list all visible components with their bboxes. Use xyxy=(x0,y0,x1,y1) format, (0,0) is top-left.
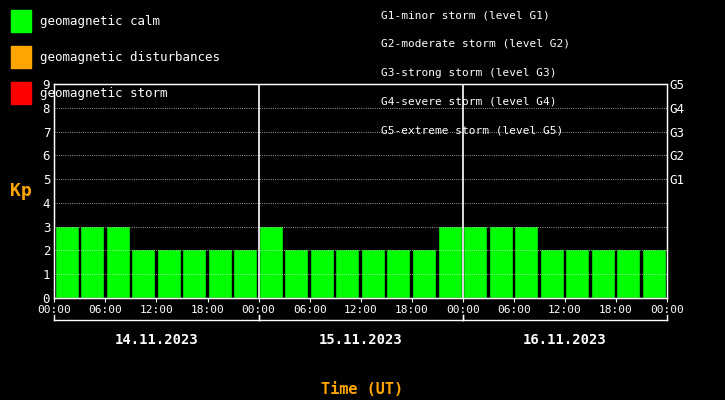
Bar xyxy=(439,227,462,298)
Text: G3-strong storm (level G3): G3-strong storm (level G3) xyxy=(381,68,556,78)
Bar xyxy=(260,227,283,298)
Bar xyxy=(464,227,487,298)
Text: Time (UT): Time (UT) xyxy=(321,382,404,398)
Text: geomagnetic storm: geomagnetic storm xyxy=(40,86,167,100)
Text: geomagnetic calm: geomagnetic calm xyxy=(40,14,160,28)
Text: 15.11.2023: 15.11.2023 xyxy=(319,333,402,347)
Text: geomagnetic disturbances: geomagnetic disturbances xyxy=(40,50,220,64)
Text: G2-moderate storm (level G2): G2-moderate storm (level G2) xyxy=(381,39,570,49)
Bar xyxy=(489,227,513,298)
Bar xyxy=(56,227,78,298)
Text: G4-severe storm (level G4): G4-severe storm (level G4) xyxy=(381,96,556,106)
Bar xyxy=(387,250,410,298)
Bar xyxy=(107,227,130,298)
Text: 14.11.2023: 14.11.2023 xyxy=(115,333,199,347)
Bar xyxy=(286,250,308,298)
Bar xyxy=(362,250,385,298)
Text: 16.11.2023: 16.11.2023 xyxy=(523,333,607,347)
Bar xyxy=(336,250,360,298)
Bar xyxy=(617,250,640,298)
Text: Kp: Kp xyxy=(10,182,32,200)
Bar xyxy=(592,250,615,298)
Bar xyxy=(183,250,206,298)
Bar xyxy=(209,250,232,298)
Bar xyxy=(413,250,436,298)
Bar xyxy=(515,227,538,298)
Bar xyxy=(541,250,563,298)
Bar xyxy=(311,250,334,298)
Bar xyxy=(566,250,589,298)
Text: G5-extreme storm (level G5): G5-extreme storm (level G5) xyxy=(381,125,563,135)
Bar xyxy=(81,227,104,298)
Bar xyxy=(234,250,257,298)
Text: G1-minor storm (level G1): G1-minor storm (level G1) xyxy=(381,10,550,20)
Bar xyxy=(158,250,181,298)
Bar xyxy=(643,250,666,298)
Bar xyxy=(132,250,155,298)
